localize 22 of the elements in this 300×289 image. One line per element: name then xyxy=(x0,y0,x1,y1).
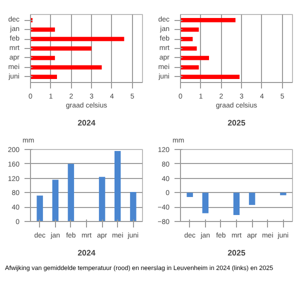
bar xyxy=(30,65,102,70)
bar xyxy=(30,27,55,32)
text: 2025 xyxy=(228,248,246,258)
bar xyxy=(180,56,210,60)
bar xyxy=(30,46,92,51)
bar xyxy=(180,74,240,79)
text: 2024 xyxy=(78,248,96,258)
bar xyxy=(30,56,55,60)
bar xyxy=(180,46,197,51)
bar xyxy=(36,196,43,222)
bar xyxy=(180,65,199,70)
bar xyxy=(30,74,57,79)
bar xyxy=(98,176,106,222)
bar xyxy=(52,180,58,222)
bar xyxy=(68,164,74,222)
text: 2025 xyxy=(228,118,246,128)
bar xyxy=(130,192,136,222)
bar xyxy=(180,27,199,32)
bar xyxy=(180,18,236,22)
text: 2024 xyxy=(78,118,96,128)
bar xyxy=(30,36,124,42)
bar xyxy=(114,150,121,222)
